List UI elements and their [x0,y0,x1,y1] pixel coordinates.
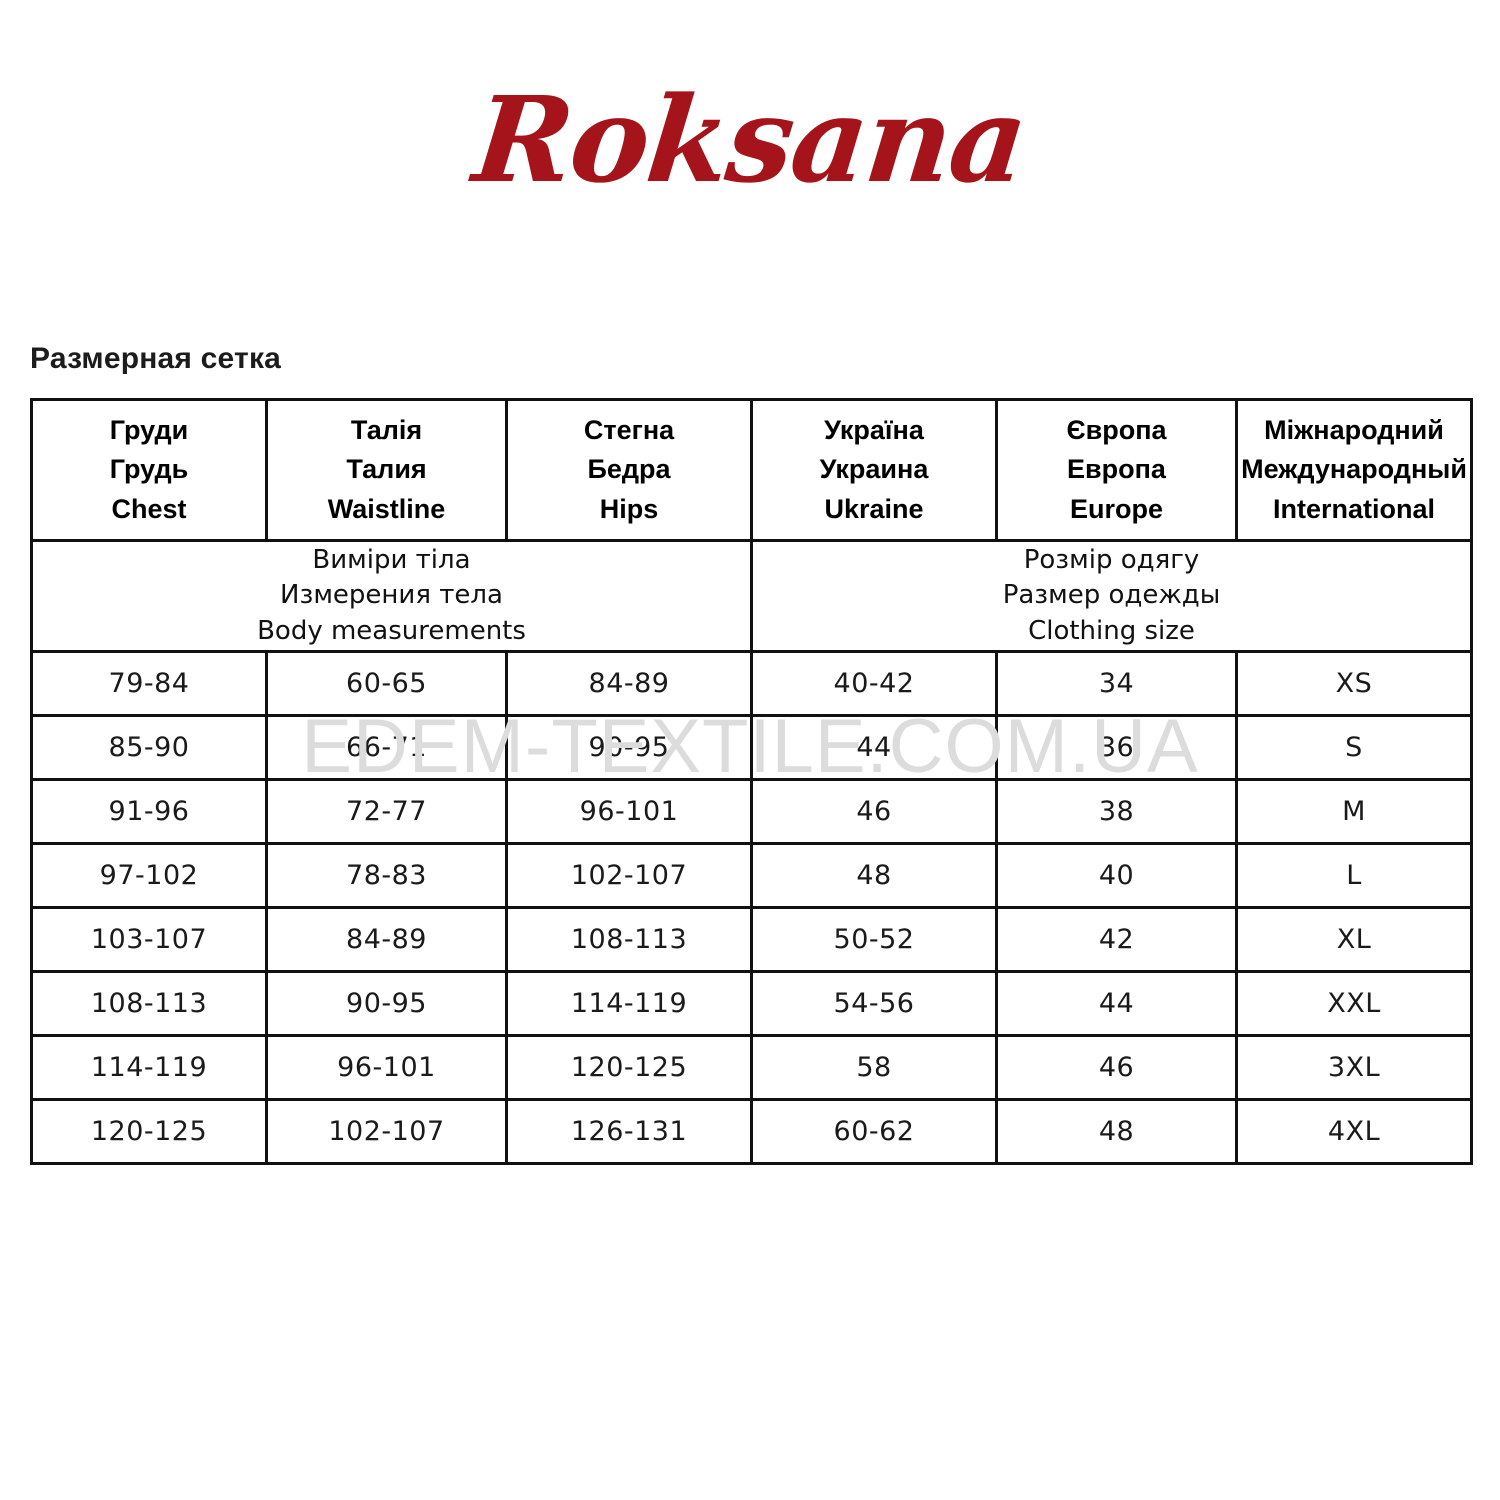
cell-international: XL [1235,906,1473,973]
header-line-uk: Груди [109,415,189,446]
table-row: 103-107 84-89 108-113 50-52 42 XL [30,906,1473,973]
group-line-uk: Розмір одягу [1023,545,1200,576]
cell-hips: 90-95 [505,714,753,781]
table-row: 91-96 72-77 96-101 46 38 M [30,778,1473,845]
header-line-ru: Талия [346,454,427,485]
cell-chest: 85-90 [30,714,268,781]
cell-chest: 79-84 [30,650,268,717]
cell-international: 4XL [1235,1098,1473,1165]
header-line-ru: Европа [1067,454,1166,485]
cell-europe: 36 [995,714,1238,781]
table-row: 79-84 60-65 84-89 40-42 34 XS [30,650,1473,717]
cell-international: XXL [1235,970,1473,1037]
cell-ukraine: 54-56 [750,970,998,1037]
column-header-ukraine: Україна Украина Ukraine [750,398,998,542]
table-row: 97-102 78-83 102-107 48 40 L [30,842,1473,909]
column-header-waistline: Талія Талия Waistline [265,398,508,542]
header-line-en: Chest [111,493,187,524]
cell-international: S [1235,714,1473,781]
cell-ukraine: 58 [750,1034,998,1101]
table-body: 79-84 60-65 84-89 40-42 34 XS 85-90 66-7… [30,650,1473,1165]
cell-waist: 90-95 [265,970,508,1037]
cell-ukraine: 48 [750,842,998,909]
cell-europe: 42 [995,906,1238,973]
page-title: Размерная сетка [30,342,282,375]
table-row: 120-125 102-107 126-131 60-62 48 4XL [30,1098,1473,1165]
group-line-ru: Измерения тела [280,580,503,611]
header-line-ru: Грудь [109,454,189,485]
cell-chest: 114-119 [30,1034,268,1101]
group-header-clothing-size: Розмір одягу Размер одежды Clothing size [750,539,1473,653]
cell-ukraine: 46 [750,778,998,845]
cell-chest: 97-102 [30,842,268,909]
cell-hips: 120-125 [505,1034,753,1101]
table-row: 114-119 96-101 120-125 58 46 3XL [30,1034,1473,1101]
cell-hips: 114-119 [505,970,753,1037]
header-line-en: Europe [1069,493,1163,524]
header-line-ru: Международный [1241,454,1467,485]
cell-international: XS [1235,650,1473,717]
cell-hips: 84-89 [505,650,753,717]
table-row: 108-113 90-95 114-119 54-56 44 XXL [30,970,1473,1037]
cell-waist: 66-71 [265,714,508,781]
header-line-uk: Стегна [583,415,675,446]
cell-ukraine: 60-62 [750,1098,998,1165]
header-line-uk: Міжнародний [1264,415,1444,446]
cell-waist: 84-89 [265,906,508,973]
header-line-uk: Україна [824,415,924,446]
header-line-en: Waistline [327,493,446,524]
cell-waist: 78-83 [265,842,508,909]
cell-europe: 38 [995,778,1238,845]
table-header-row: Груди Грудь Chest Талія Талия Waistline … [30,398,1473,542]
cell-international: M [1235,778,1473,845]
group-header-body-measurements: Виміри тіла Измерения тела Body measurem… [30,539,753,653]
cell-ukraine: 40-42 [750,650,998,717]
header-line-uk: Європа [1066,415,1167,446]
cell-chest: 91-96 [30,778,268,845]
group-line-en: Clothing size [1028,615,1195,646]
cell-international: L [1235,842,1473,909]
cell-ukraine: 50-52 [750,906,998,973]
cell-waist: 102-107 [265,1098,508,1165]
column-header-hips: Стегна Бедра Hips [505,398,753,542]
group-line-ru: Размер одежды [1002,580,1221,611]
group-line-uk: Виміри тіла [312,545,471,576]
cell-europe: 46 [995,1034,1238,1101]
table-group-header-row: Виміри тіла Измерения тела Body measurem… [30,539,1473,653]
group-line-en: Body measurements [257,615,526,646]
cell-waist: 60-65 [265,650,508,717]
cell-chest: 103-107 [30,906,268,973]
header-line-en: Ukraine [824,493,924,524]
cell-hips: 102-107 [505,842,753,909]
cell-chest: 108-113 [30,970,268,1037]
cell-waist: 72-77 [265,778,508,845]
column-header-chest: Груди Грудь Chest [30,398,268,542]
header-line-en: Hips [599,493,659,524]
column-header-international: Міжнародний Международный International [1235,398,1473,542]
cell-europe: 34 [995,650,1238,717]
cell-hips: 108-113 [505,906,753,973]
header-line-uk: Талія [350,415,423,446]
cell-europe: 40 [995,842,1238,909]
table-row: 85-90 66-71 90-95 44 36 S [30,714,1473,781]
cell-europe: 48 [995,1098,1238,1165]
header-line-ru: Украина [819,454,929,485]
brand-logo-text: Roksana [467,70,1033,209]
header-line-ru: Бедра [587,454,671,485]
column-header-europe: Європа Европа Europe [995,398,1238,542]
cell-hips: 126-131 [505,1098,753,1165]
size-chart-table: Груди Грудь Chest Талія Талия Waistline … [30,398,1473,1165]
cell-europe: 44 [995,970,1238,1037]
cell-chest: 120-125 [30,1098,268,1165]
cell-international: 3XL [1235,1034,1473,1101]
header-line-en: International [1272,493,1435,524]
cell-waist: 96-101 [265,1034,508,1101]
cell-ukraine: 44 [750,714,998,781]
cell-hips: 96-101 [505,778,753,845]
brand-logo: Roksana [0,55,1500,225]
